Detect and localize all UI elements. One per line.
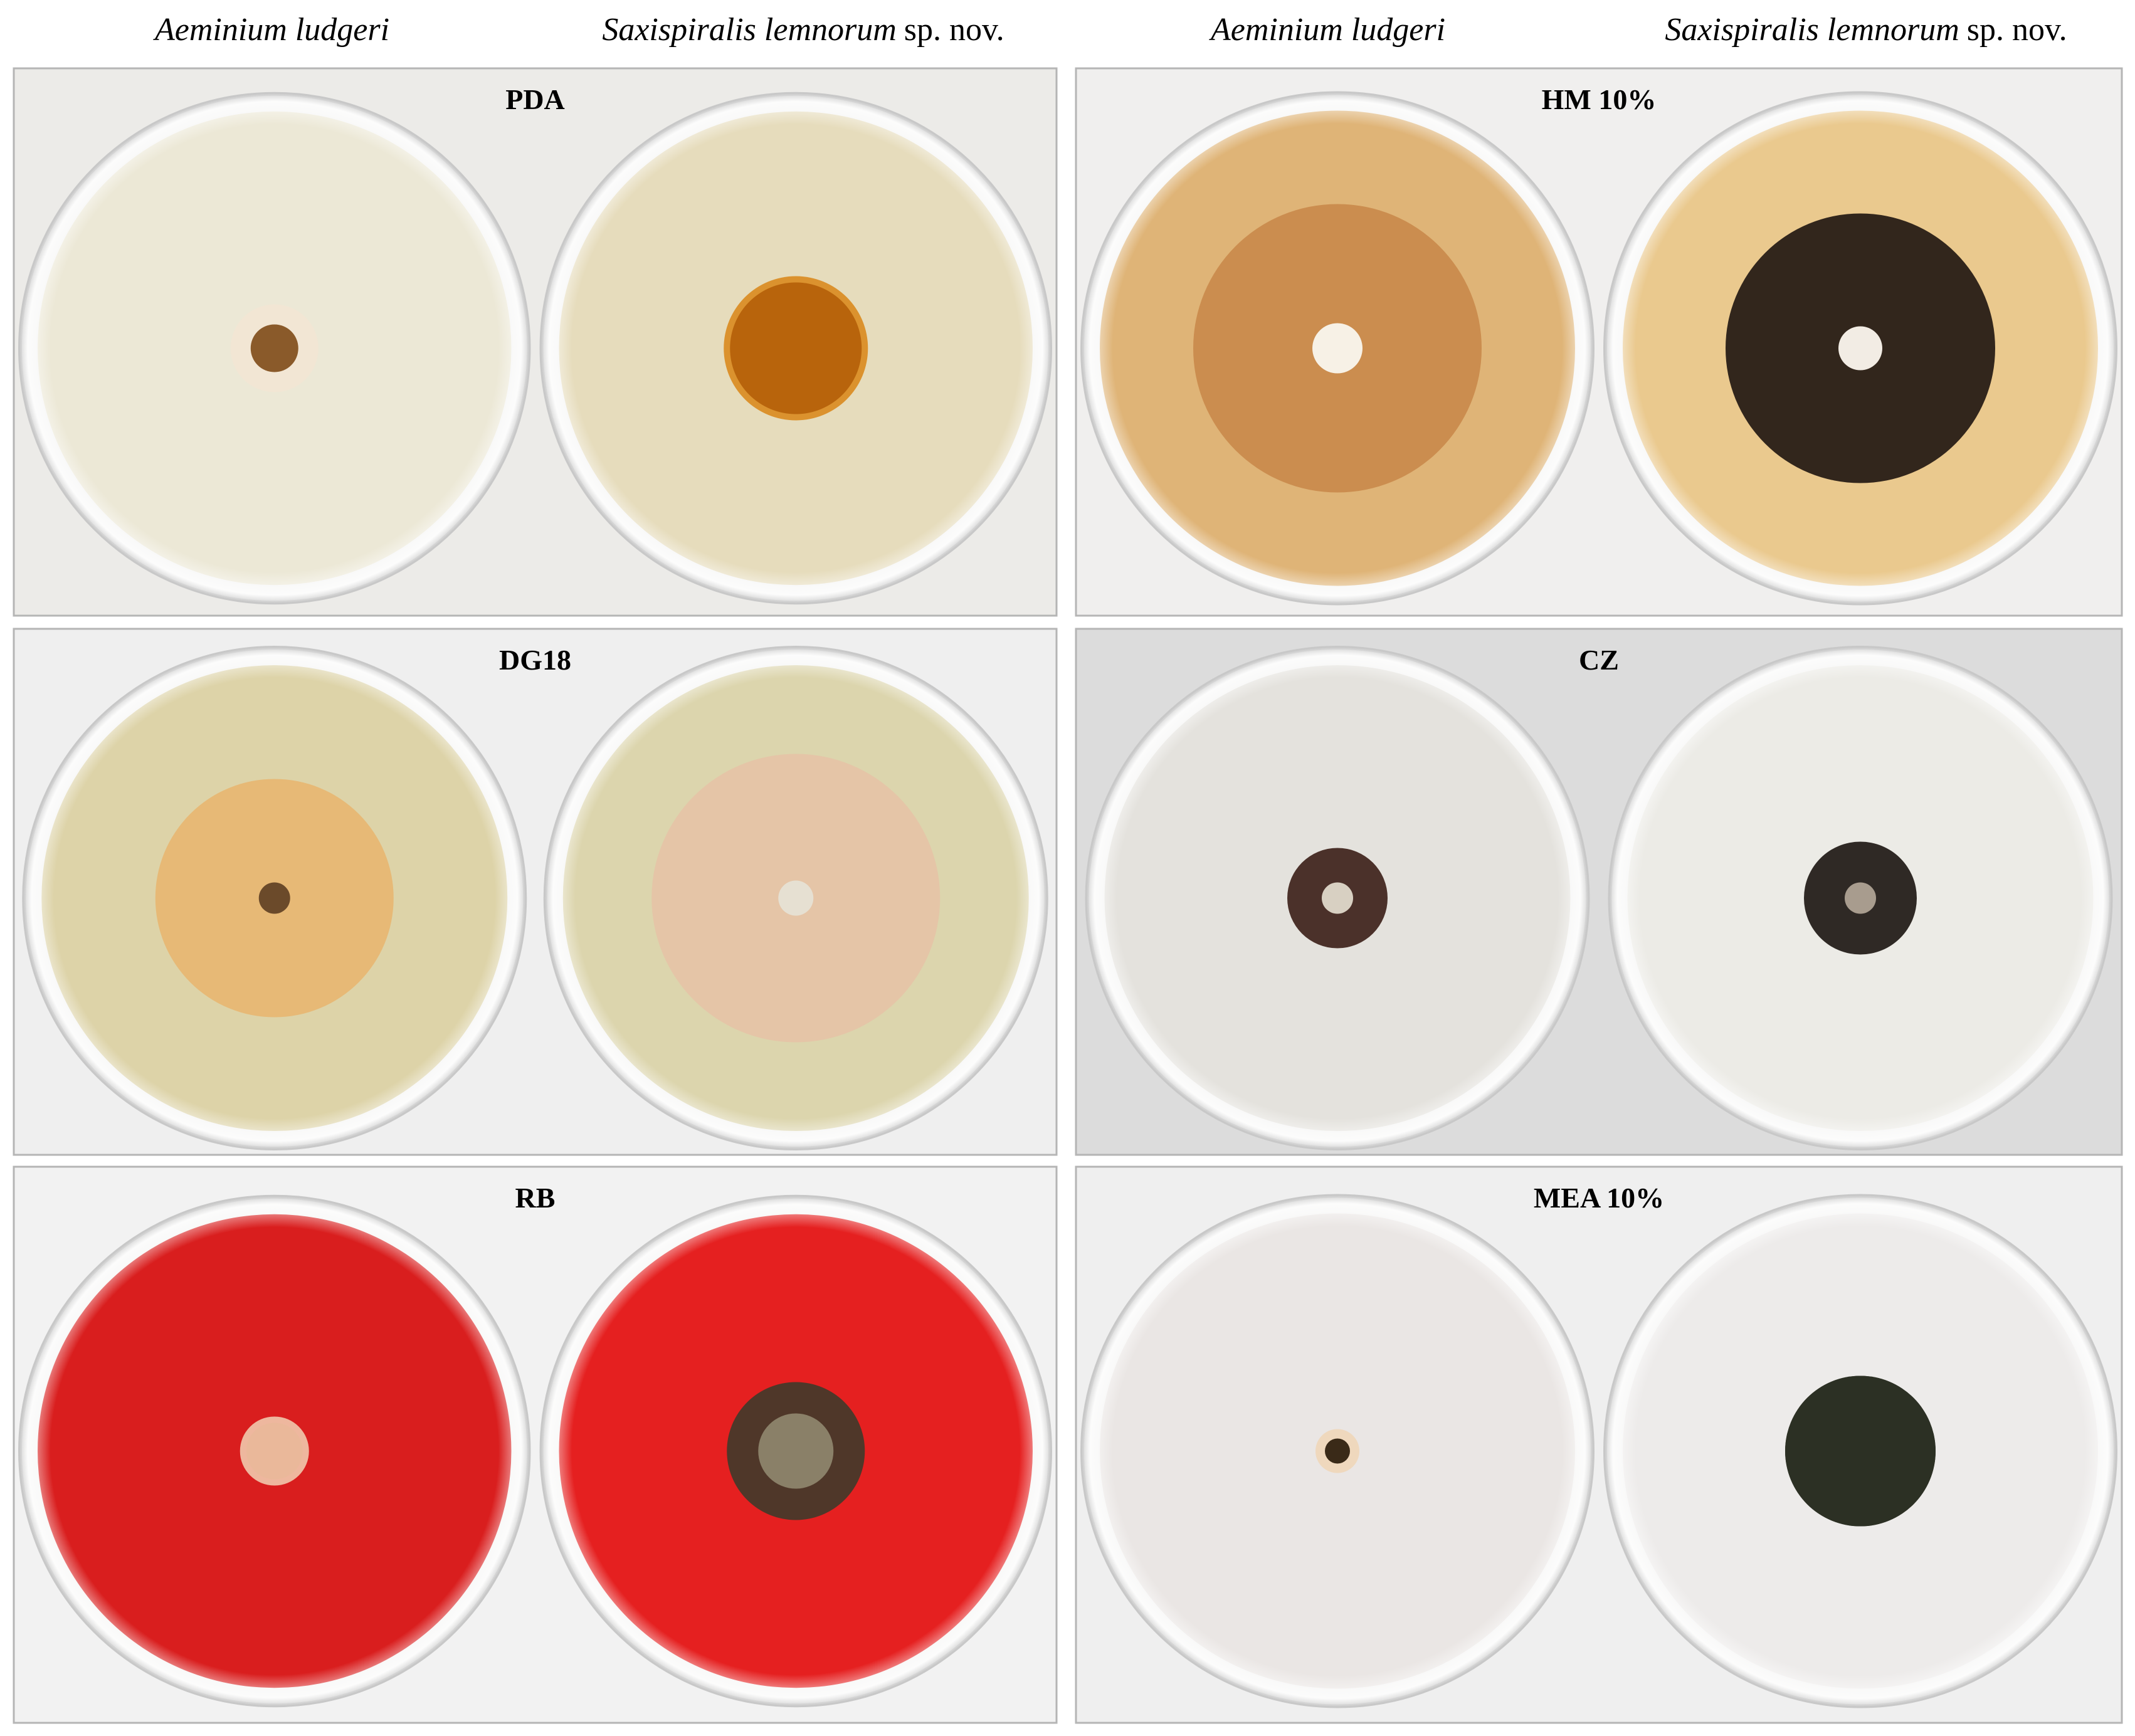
colony (1312, 323, 1363, 374)
colony (730, 282, 862, 414)
panel-label: MEA 10% (1534, 1182, 1664, 1214)
panel-label: DG18 (499, 644, 571, 676)
colony (1838, 326, 1882, 371)
panel-label: HM 10% (1542, 83, 1657, 115)
colony (1322, 882, 1353, 914)
species-heading: Saxispiralis lemnorum sp. nov. (602, 12, 1004, 48)
species-name: Saxispiralis lemnorum (602, 12, 896, 48)
species-heading: Aeminium ludgeri (1209, 12, 1445, 48)
colony (246, 1423, 303, 1480)
colony (1325, 1438, 1350, 1464)
species-heading: Aeminium ludgeri (153, 12, 389, 48)
species-suffix: sp. nov. (1967, 12, 2067, 48)
colony (250, 324, 298, 372)
colony (258, 882, 290, 914)
species-name: Saxispiralis lemnorum (1665, 12, 1959, 48)
species-name: Aeminium ludgeri (1209, 12, 1445, 48)
species-name: Aeminium ludgeri (153, 12, 389, 48)
panel-label: RB (515, 1182, 556, 1214)
species-heading: Saxispiralis lemnorum sp. nov. (1665, 12, 2067, 48)
colony (758, 1413, 834, 1489)
colony (778, 880, 814, 916)
panel-label: PDA (505, 83, 565, 115)
panel-label: CZ (1579, 644, 1619, 676)
species-suffix: sp. nov. (904, 12, 1004, 48)
colony (1845, 882, 1876, 914)
colony (1785, 1376, 1936, 1527)
